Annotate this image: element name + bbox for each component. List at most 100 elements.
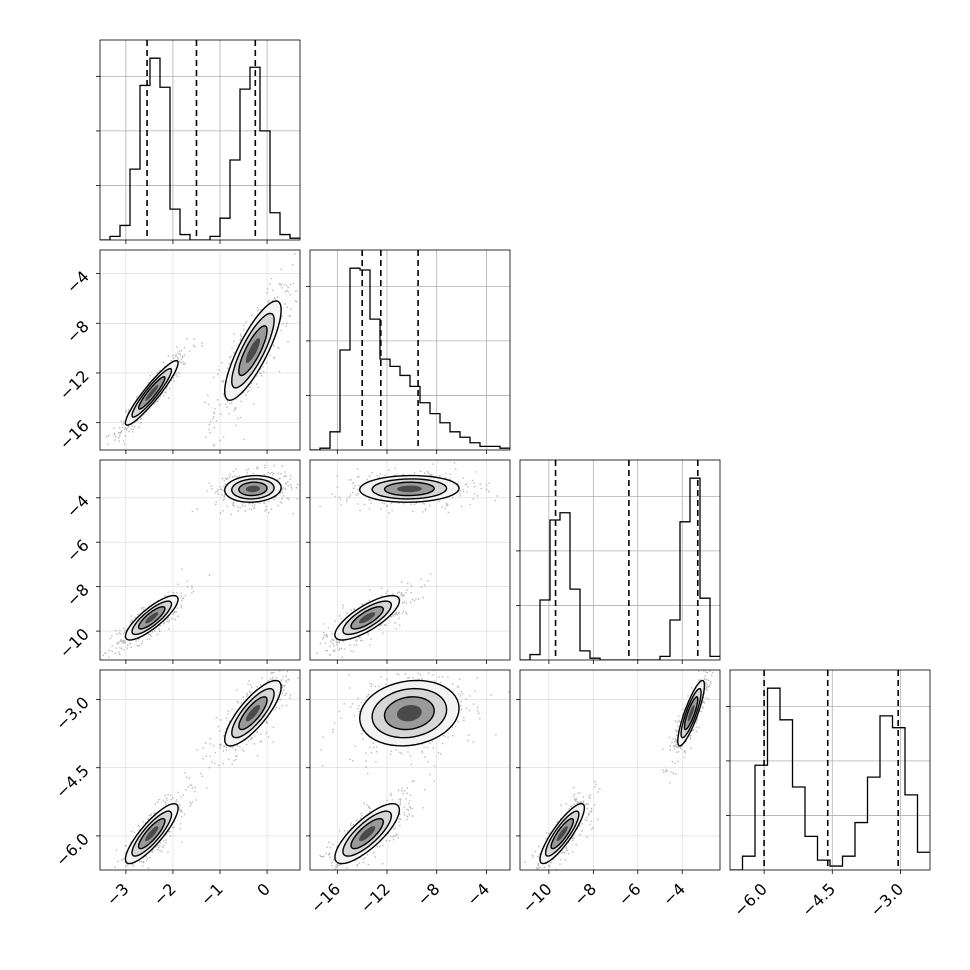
axes-frame (99, 39, 301, 241)
density-contour (342, 600, 392, 636)
histogram-plot-area (520, 460, 720, 660)
density-fill (245, 338, 260, 363)
scatter-panel-4-2 (306, 669, 511, 874)
x-tick-label: −6.0 (730, 879, 771, 920)
x-tick-label: −12 (357, 879, 394, 916)
x-tick-label: −3 (103, 879, 133, 909)
axes-frame (99, 249, 301, 451)
density-fill (397, 485, 422, 493)
density-contour (350, 606, 384, 630)
axes-frame (309, 669, 511, 871)
x-tick-label: −3.0 (866, 879, 907, 920)
density-fill (145, 384, 159, 401)
axes-frame (729, 669, 931, 871)
density-fill (397, 705, 422, 722)
density-contour (124, 802, 179, 865)
histogram-panel-4 (726, 669, 931, 874)
density-contour (131, 810, 173, 857)
histogram-bar (310, 267, 510, 450)
density-contour (131, 600, 173, 636)
axes-frame (309, 249, 511, 451)
density-contour (334, 802, 401, 865)
y-tick-label: −12 (56, 366, 93, 403)
density-contour (383, 481, 435, 497)
density-contour (358, 474, 460, 503)
x-tick-label: −4 (659, 879, 689, 909)
y-tick-label: −10 (56, 625, 93, 662)
y-tick-label: −4 (63, 267, 93, 297)
scatter-plot-area (310, 670, 510, 870)
histogram-plot-area (310, 250, 510, 450)
scatter-panel-2-1: −16 −12 −8 −4 (56, 249, 301, 454)
histogram-plot-area (100, 40, 300, 240)
density-contour (677, 679, 706, 747)
density-contour (334, 594, 401, 641)
density-contour (238, 696, 268, 731)
density-contour (223, 300, 282, 402)
density-contour (223, 474, 282, 503)
density-fill (359, 826, 376, 842)
density-contour (231, 687, 275, 739)
density-contour (137, 375, 166, 410)
x-tick-label: −8 (413, 879, 443, 909)
y-tick-label: −4.5 (52, 761, 93, 802)
density-fill (145, 612, 159, 624)
density-contour (683, 696, 699, 731)
density-contour (680, 688, 702, 739)
x-tick-label: −1 (197, 879, 227, 909)
scatter-plot-area (100, 250, 300, 450)
density-contour (124, 359, 179, 426)
x-tick-label: −10 (518, 879, 555, 916)
axes-frame (99, 459, 301, 661)
density-contour (550, 817, 574, 850)
density-contour (371, 478, 448, 500)
scatter-plot-area (310, 460, 510, 660)
axes-frame (99, 669, 301, 871)
scatter-plot-area (100, 460, 300, 660)
density-contour (124, 594, 179, 641)
density-contour (231, 478, 275, 500)
density-contour (544, 810, 580, 857)
histogram-bar (520, 477, 720, 660)
density-contour (137, 817, 166, 850)
axes-frame (309, 459, 511, 661)
histogram-panel-1 (96, 39, 301, 244)
density-fill (556, 826, 568, 842)
density-contour (539, 802, 586, 865)
density-contour (342, 810, 393, 857)
y-tick-label: −6 (63, 536, 93, 566)
x-tick-label: −2 (150, 879, 180, 909)
y-tick-label: −4 (63, 491, 93, 521)
scatter-panel-4-3 (516, 669, 721, 874)
y-tick-label: −3.0 (52, 693, 93, 734)
density-contour (238, 481, 268, 497)
density-contour (350, 817, 385, 850)
density-fill (245, 705, 260, 722)
histogram-bar (100, 57, 300, 240)
density-contour (238, 325, 268, 377)
density-fill (687, 705, 695, 722)
density-contour (383, 696, 435, 731)
y-tick-label: −16 (56, 416, 93, 453)
histogram-panel-3 (516, 459, 721, 664)
density-contour (223, 679, 282, 747)
histogram-plot-area (730, 670, 930, 870)
density-contour (137, 605, 166, 630)
density-contour (371, 687, 448, 739)
scatter-panel-4-1: −6.0 −4.5 −3.0 (52, 669, 301, 874)
x-tick-label: 0 (253, 879, 274, 900)
x-tick-label: −16 (307, 879, 344, 916)
axes-frame (519, 669, 721, 871)
sample-points (106, 253, 300, 450)
scatter-plot-area (520, 670, 720, 870)
x-tick-label: −4.5 (798, 879, 839, 920)
density-fill (245, 485, 260, 493)
x-tick-label: −4 (463, 879, 493, 909)
axes-frame (519, 459, 721, 661)
scatter-panel-3-1: −10 −8 −6 −4 (56, 459, 301, 664)
x-tick-label: −6 (614, 879, 644, 909)
y-tick-label: −6.0 (52, 829, 93, 870)
density-contour (231, 312, 275, 389)
scatter-panel-3-2 (306, 459, 511, 664)
